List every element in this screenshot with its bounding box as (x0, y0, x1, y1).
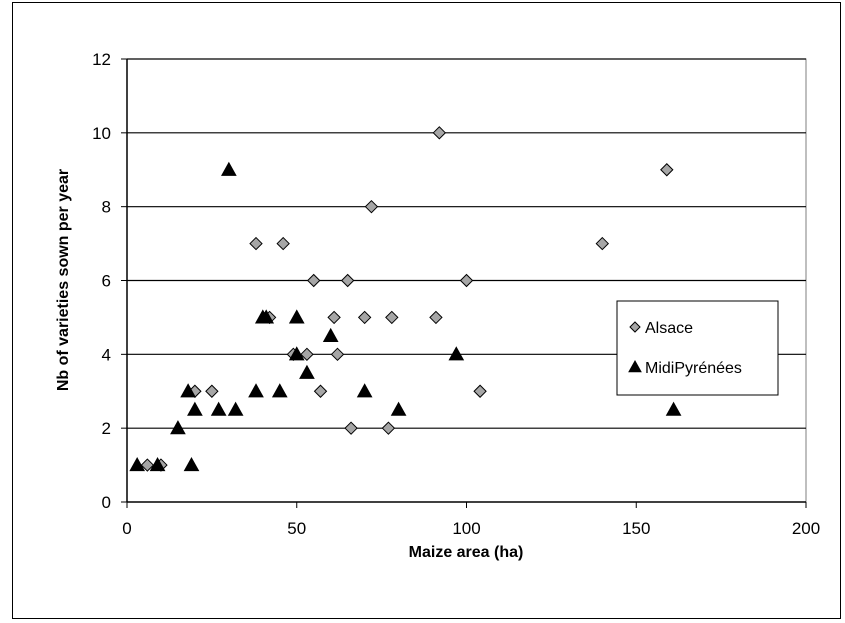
y-axis-title: Nb of varieties sown per year (55, 169, 72, 391)
legend-label: MidiPyrénées (645, 360, 742, 377)
alsace-point (385, 310, 399, 325)
alsace-point (357, 310, 372, 325)
y-tick-labels: 0 2 4 6 8 10 12 (92, 50, 111, 512)
y-tick-label: 10 (92, 124, 111, 143)
x-tick-label: 150 (622, 519, 650, 538)
series-midipyrnes (129, 161, 682, 472)
x-axis-title: Maize area (ha) (409, 544, 524, 561)
alsace-point (595, 236, 610, 251)
alsace-point (330, 347, 345, 362)
alsace-point (140, 458, 155, 472)
x-tick-label: 0 (122, 519, 131, 538)
midipyrenees-point (665, 401, 682, 416)
alsace-point (344, 421, 358, 435)
alsace-point (364, 199, 379, 214)
x-tick-label: 200 (792, 519, 820, 538)
alsace-point (429, 310, 443, 325)
legend-label: Alsace (645, 320, 693, 337)
alsace-point (459, 273, 474, 288)
midipyrenees-point (170, 420, 186, 435)
axes (121, 58, 807, 508)
alsace-point (660, 163, 674, 177)
midipyrenees-point (448, 346, 465, 361)
alsace-point (300, 347, 314, 362)
y-tick-label: 8 (102, 198, 111, 217)
midipyrenees-point (356, 383, 373, 398)
midipyrenees-point (390, 401, 407, 416)
midipyrenees-point (221, 161, 237, 176)
midipyrenees-point (299, 364, 315, 379)
y-tick-label: 2 (102, 419, 111, 438)
data-points (129, 126, 682, 472)
y-tick-label: 6 (102, 272, 111, 291)
midipyrenees-point (288, 346, 305, 361)
midipyrenees-point (180, 383, 196, 398)
legend-marker-alsace (629, 321, 641, 333)
midipyrenees-point (187, 401, 203, 416)
midipyrenees-point (129, 457, 146, 472)
alsace-point (276, 236, 290, 251)
y-tick-label: 12 (92, 50, 111, 69)
alsace-point (313, 384, 328, 398)
legend-box (616, 300, 779, 396)
y-tick-label: 4 (102, 345, 111, 364)
legend-marker-midipyrenees (628, 359, 642, 373)
x-tick-labels: 0 50 100 150 200 (122, 519, 820, 538)
midipyrenees-point (210, 401, 227, 416)
legend: Alsace MidiPyrénées (616, 300, 779, 396)
midipyrenees-point (271, 383, 288, 398)
alsace-point (381, 421, 396, 435)
midipyrenees-point (288, 309, 305, 324)
y-tick-label: 0 (102, 493, 111, 512)
midipyrenees-point (248, 383, 264, 398)
midipyrenees-point (183, 457, 200, 472)
midipyrenees-point (322, 327, 339, 342)
alsace-point (327, 310, 341, 325)
alsace-point (432, 126, 447, 140)
midipyrenees-point (227, 401, 244, 416)
alsace-point (473, 384, 487, 398)
alsace-point (205, 384, 219, 398)
midipyrenees-point (258, 309, 275, 324)
alsace-point (249, 236, 263, 251)
alsace-point (307, 273, 321, 288)
midipyrenees-point (149, 457, 166, 472)
x-tick-label: 100 (452, 519, 480, 538)
alsace-point (340, 273, 355, 288)
x-tick-label: 50 (287, 519, 306, 538)
